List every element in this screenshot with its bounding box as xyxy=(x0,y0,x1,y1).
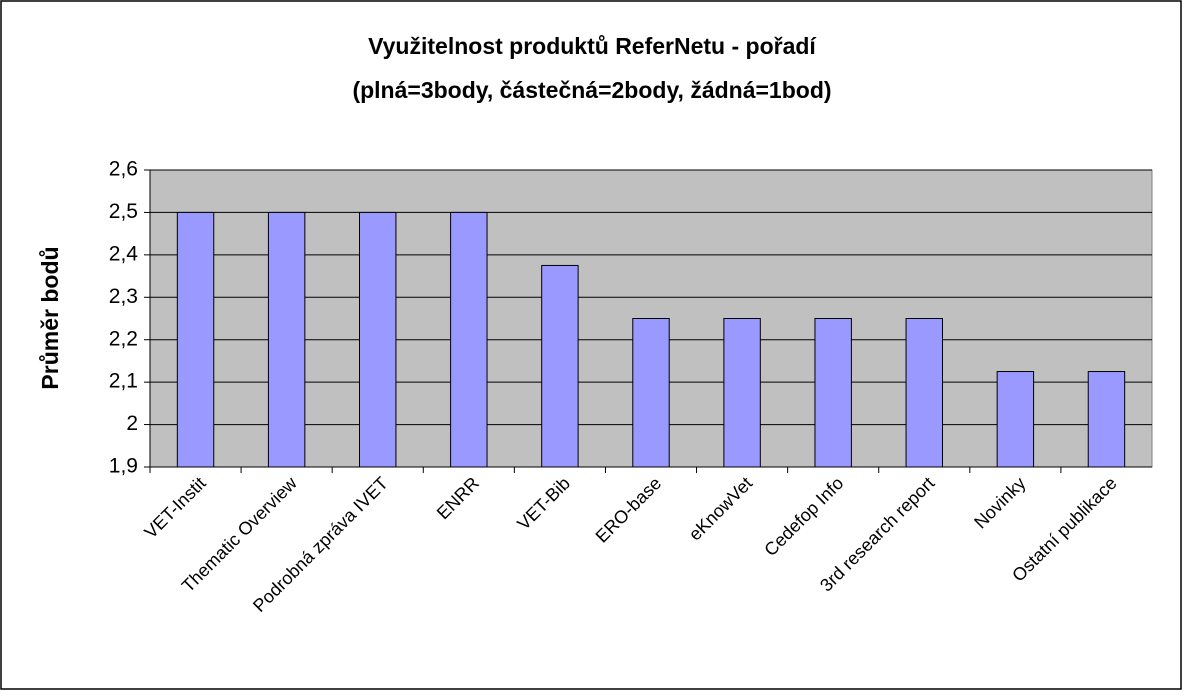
y-axis-label: Průměr bodů xyxy=(37,246,63,389)
bar xyxy=(267,211,306,468)
y-tick-label: 2,3 xyxy=(109,285,138,308)
bar xyxy=(450,211,488,468)
y-tick-label: 2 xyxy=(126,412,138,435)
chart-title: (plná=3body, částečná=2body, žádná=1bod) xyxy=(352,77,831,103)
bar xyxy=(541,264,579,468)
bar xyxy=(1087,371,1126,468)
y-tick-label: 2,2 xyxy=(109,327,138,350)
y-tick-label: 2,5 xyxy=(109,200,138,223)
bar xyxy=(814,318,852,468)
bar xyxy=(723,318,761,468)
y-tick-label: 1,9 xyxy=(109,455,138,478)
bar xyxy=(176,211,215,468)
chart-title: Využitelnost produktů ReferNetu - pořadí xyxy=(368,33,817,59)
y-tick-label: 2,6 xyxy=(109,158,138,181)
bar xyxy=(359,211,397,468)
bar xyxy=(632,318,670,468)
y-tick-label: 2,4 xyxy=(109,242,139,265)
bar xyxy=(905,318,943,468)
y-tick-label: 2,1 xyxy=(109,370,138,393)
bar xyxy=(996,371,1035,468)
